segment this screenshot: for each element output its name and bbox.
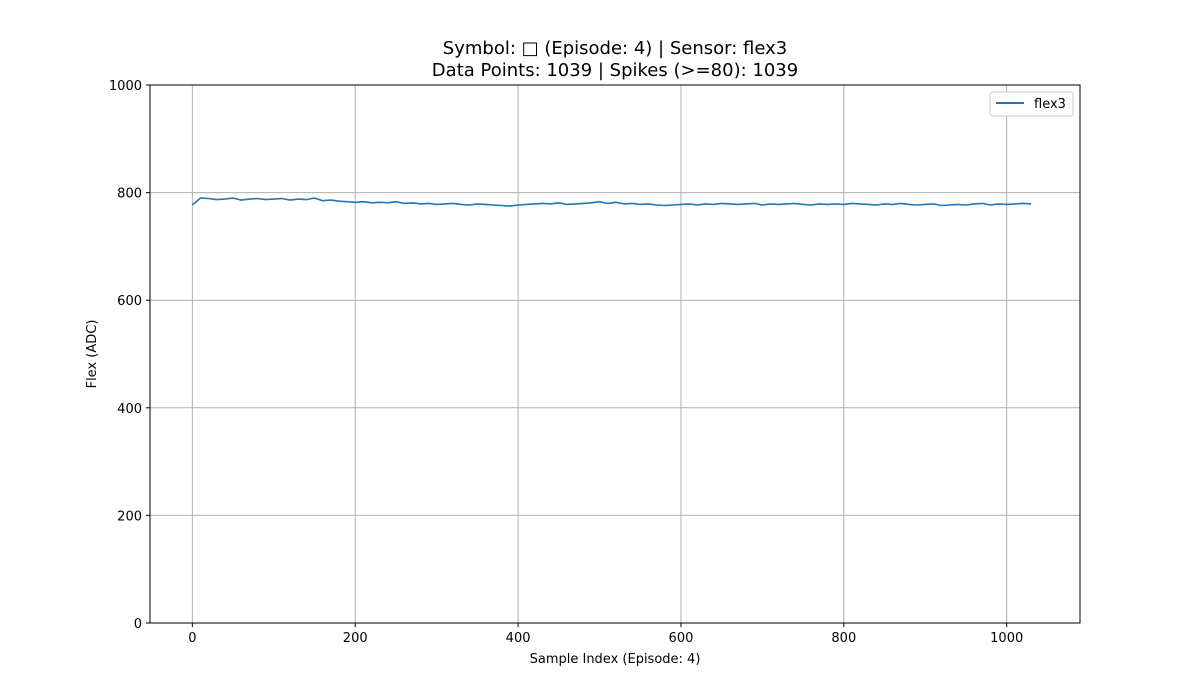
y-tick-label: 400 bbox=[117, 402, 142, 417]
y-tick-label: 1000 bbox=[109, 79, 142, 94]
y-tick-label: 800 bbox=[117, 187, 142, 202]
series-line-flex3 bbox=[191, 197, 1032, 207]
x-tick-label: 1000 bbox=[990, 631, 1023, 646]
legend: flex3 bbox=[989, 91, 1074, 117]
y-tick-label: 200 bbox=[117, 509, 142, 524]
x-tick-label: 200 bbox=[343, 631, 368, 646]
y-tick-label: 0 bbox=[134, 617, 142, 632]
legend-label-flex3: flex3 bbox=[1034, 97, 1066, 112]
y-tick-label: 600 bbox=[117, 294, 142, 309]
chart-title-line1: Symbol: □ (Episode: 4) | Sensor: flex3 bbox=[443, 38, 787, 59]
x-tick-label: 600 bbox=[669, 631, 694, 646]
grid bbox=[150, 85, 1080, 623]
series-layer bbox=[191, 197, 1032, 207]
chart-title-line2: Data Points: 1039 | Spikes (>=80): 1039 bbox=[432, 60, 798, 81]
x-tick-label: 400 bbox=[506, 631, 531, 646]
legend-box bbox=[989, 91, 1074, 117]
y-axis-label: Flex (ADC) bbox=[85, 320, 100, 389]
plot-frame bbox=[149, 84, 1081, 624]
ticks: 0 200 400 600 800 1000 0 200 400 600 800 1000 bbox=[109, 79, 1023, 646]
x-tick-label: 800 bbox=[831, 631, 856, 646]
x-tick-label: 0 bbox=[188, 631, 196, 646]
x-axis-label: Sample Index (Episode: 4) bbox=[530, 652, 701, 667]
